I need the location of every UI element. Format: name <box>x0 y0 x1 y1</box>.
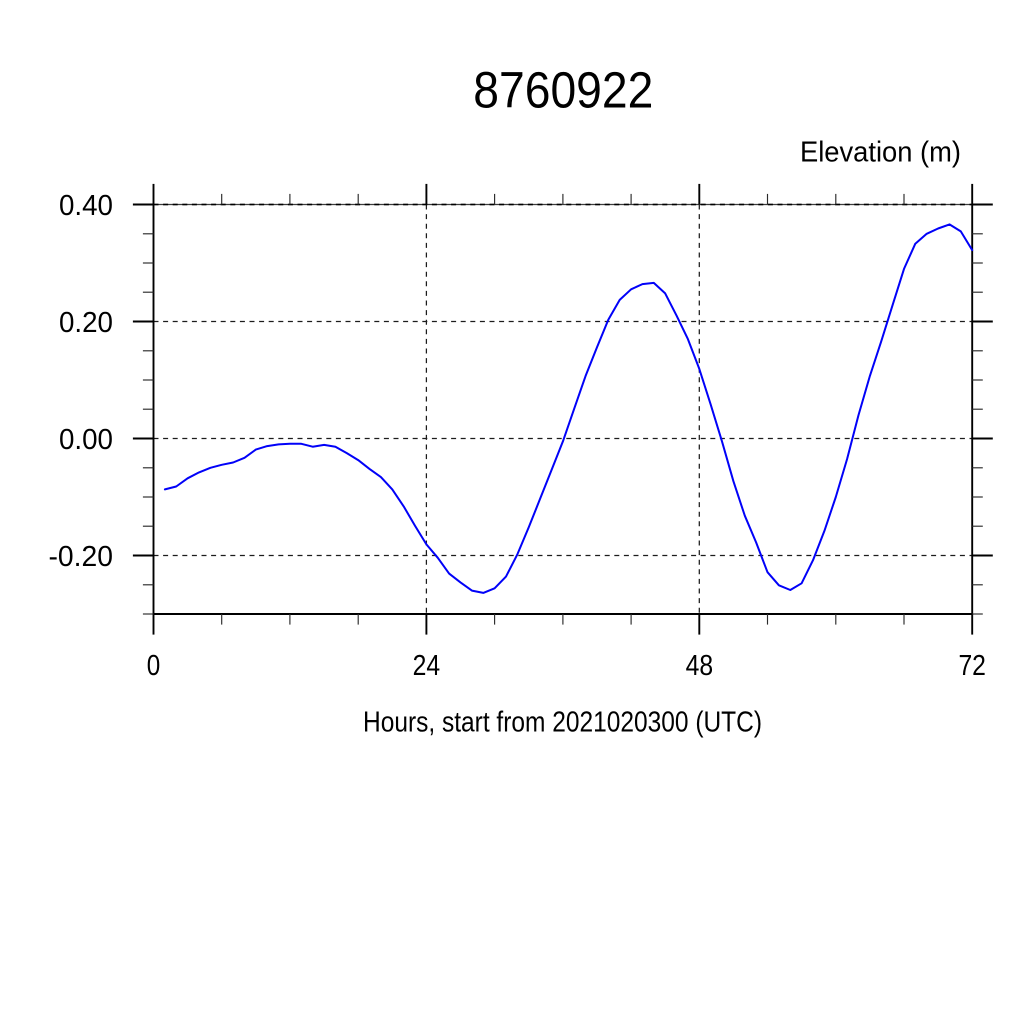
svg-text:0.20: 0.20 <box>59 307 113 339</box>
svg-text:Hours, start from 2021020300 (: Hours, start from 2021020300 (UTC) <box>363 707 762 739</box>
svg-text:0: 0 <box>147 650 161 682</box>
svg-text:0.40: 0.40 <box>59 190 113 222</box>
svg-text:-0.20: -0.20 <box>49 541 114 573</box>
svg-text:24: 24 <box>413 650 441 682</box>
svg-text:72: 72 <box>958 650 986 682</box>
svg-text:48: 48 <box>686 650 714 682</box>
svg-text:8760922: 8760922 <box>473 62 653 119</box>
svg-text:Elevation (m): Elevation (m) <box>800 137 961 169</box>
svg-text:0.00: 0.00 <box>59 424 113 456</box>
